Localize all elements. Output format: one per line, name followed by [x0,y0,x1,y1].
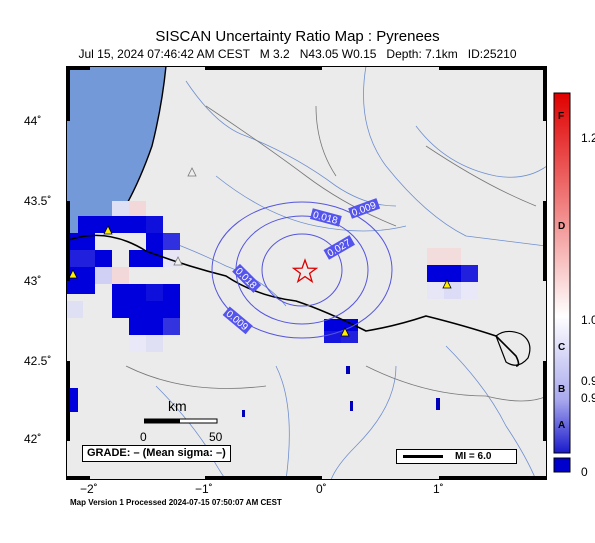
legend-value-0-9b: 0.9 [581,391,595,405]
map-border-ticks [66,66,547,480]
lat-label-43: 43˚ [24,274,42,288]
contour-label-bg [232,263,262,293]
station-triangle-icon [173,256,183,266]
legend-letter-d: D [558,221,566,232]
region-outline [495,330,531,366]
legend-letter-b: B [558,384,566,395]
station-triangle-icon [442,279,452,289]
legend-value-0: 0 [581,465,588,479]
scale-start: 0 [140,430,147,444]
contour-label-bg [323,235,355,260]
legend-value-1-0: 1.0 [581,313,595,327]
coastline [66,66,167,242]
lat-label-42: 42˚ [24,432,42,446]
station-triangle-icon [103,225,113,235]
lat-label-42-5: 42.5˚ [24,354,52,368]
contour-label-bg [348,198,381,219]
legend-value-0-9a: 0.9 [581,374,595,388]
lat-label-44: 44˚ [24,114,42,128]
lon-label-minus2: −2˚ [80,482,98,496]
color-scale [553,92,571,473]
legend-letter-c: C [558,342,566,353]
mi-label: MI = 6.0 [455,451,492,462]
scale-end: 50 [209,430,223,444]
lon-label-1: 1˚ [433,482,444,496]
scale-unit: km [168,398,187,414]
map-canvas[interactable]: 0.009 0.018 0.027 0.018 0.009 [66,66,547,480]
contour-label-bg [222,306,253,335]
station-markers [68,167,452,337]
station-triangle-icon [187,167,197,177]
lat-label-43-5: 43.5˚ [24,194,52,208]
scale-bar [144,418,218,424]
legend-value-1-2: 1.2 [581,131,595,145]
legend-letter-f: F [558,111,565,122]
contour-label-bg [309,208,342,227]
country-border [66,234,520,367]
sea-area [66,66,166,241]
epicenter-star-icon[interactable] [291,258,319,284]
map-subtitle: Jul 15, 2024 07:46:42 AM CEST M 3.2 N43.… [78,47,517,61]
reservoirs [242,366,440,417]
legend-letter-a: A [558,420,566,431]
lon-label-minus1: −1˚ [195,482,213,496]
processed-footer: Map Version 1 Processed 2024-07-15 07:50… [70,498,282,507]
grade-box: GRADE: – (Mean sigma: –) [82,445,231,462]
lon-label-0: 0˚ [316,482,327,496]
map-title: SISCAN Uncertainty Ratio Map : Pyrenees [155,28,440,45]
mi-line [403,455,443,458]
mi-box: MI = 6.0 [396,449,517,464]
station-triangle-icon [68,269,78,279]
station-triangle-icon [340,327,350,337]
